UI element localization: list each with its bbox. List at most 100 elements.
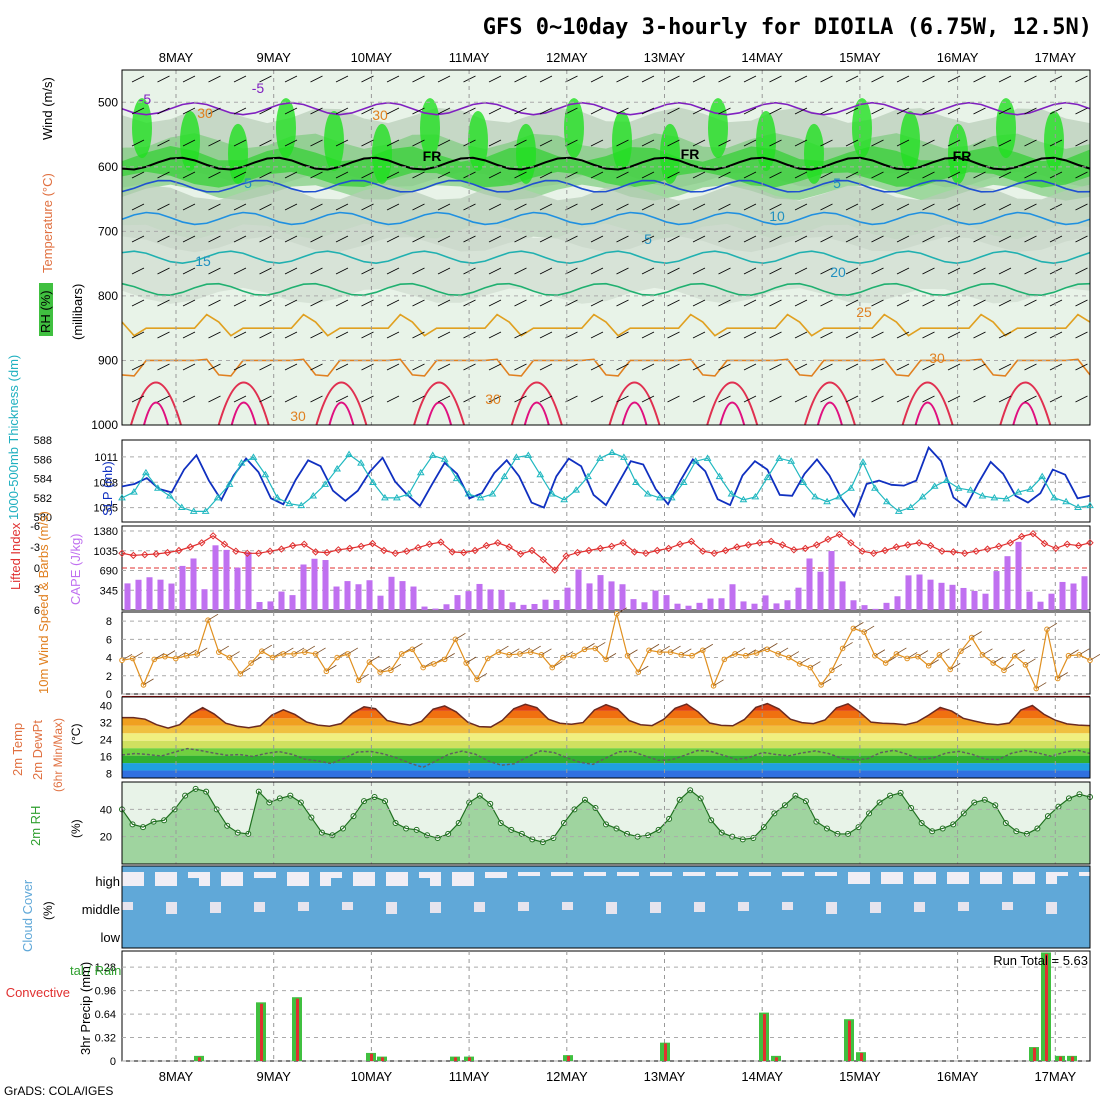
- ylabel-thickness: 1000-500mb Thickness (dm): [6, 355, 21, 520]
- wind-barb: [284, 107, 298, 115]
- wind-barb: [514, 267, 527, 275]
- wind-barb: [998, 363, 1012, 371]
- rh-blob: [756, 111, 776, 171]
- wind-barb: [437, 171, 451, 179]
- wind-barb: [1049, 75, 1063, 83]
- cape-bar: [399, 581, 406, 610]
- li-point: [368, 539, 377, 548]
- wind-barb: [310, 203, 323, 211]
- precip-conv-bar: [198, 1057, 201, 1061]
- wind-barb: [947, 203, 961, 211]
- rh-blob: [372, 123, 392, 184]
- date-tick-top: 10MAY: [351, 50, 393, 65]
- wind-barb: [488, 139, 502, 147]
- hot-arc: [413, 381, 466, 426]
- wind-barb: [947, 171, 961, 179]
- wind-barb: [1049, 107, 1063, 115]
- precip-tick: 0: [110, 1056, 116, 1068]
- wind-barb: [208, 299, 221, 307]
- wind-barb: [131, 203, 145, 211]
- wind-barb: [947, 299, 961, 307]
- wind-barb: [233, 171, 247, 179]
- wind-barb: [743, 75, 757, 83]
- wind-barb: [820, 203, 833, 211]
- wind-barb: [718, 363, 731, 371]
- isotherm--5: [121, 101, 1091, 116]
- wind-barb: [304, 645, 316, 653]
- cloud-high-bar: [518, 872, 529, 876]
- thickness-point: [177, 503, 186, 511]
- cloud-high-bar: [727, 872, 738, 876]
- cape-bar: [1004, 556, 1011, 610]
- cape-bar: [784, 600, 791, 610]
- wind-barb: [641, 331, 655, 339]
- wind-barb: [1075, 139, 1088, 147]
- wind-barb: [973, 395, 986, 403]
- wind-barb: [718, 75, 731, 83]
- precip-conv-bar: [468, 1057, 471, 1061]
- wind-barb: [182, 331, 196, 339]
- thickness-point: [942, 476, 951, 484]
- wind-barb: [788, 651, 800, 658]
- wind-barb: [182, 139, 196, 147]
- wind-barb: [310, 299, 323, 307]
- thickness-point: [333, 464, 341, 472]
- wind-barb: [565, 139, 578, 147]
- wind-barb: [659, 645, 670, 653]
- wind-barb: [973, 75, 986, 83]
- isotherm-label: 30: [929, 350, 945, 366]
- ylabel-dewpt: 2m DewPt: [30, 720, 45, 780]
- wind-tick: 6: [106, 634, 112, 646]
- cape-bar: [916, 574, 923, 610]
- cloud-high-bar: [881, 872, 892, 884]
- thickness-point: [643, 490, 652, 497]
- precip-conv-bar: [848, 1020, 851, 1061]
- wind-barb: [157, 171, 170, 179]
- wind-barb: [718, 139, 731, 147]
- wind-barb: [310, 331, 323, 339]
- hot-arc-inner: [230, 401, 257, 426]
- cloud-mid-bar: [1002, 902, 1013, 910]
- wind-barb: [488, 75, 502, 83]
- cape-bar: [234, 567, 241, 610]
- date-tick-top: 15MAY: [839, 50, 881, 65]
- rh-band: [122, 223, 1090, 304]
- wind-barb: [310, 363, 323, 371]
- chart-title: GFS 0~10day 3-hourly for DIOILA (6.75W, …: [483, 15, 1092, 40]
- wind-barb: [947, 363, 961, 371]
- wind-barb: [769, 299, 782, 307]
- thickness-point: [452, 474, 461, 482]
- thickness-point: [727, 490, 736, 497]
- wind-barb: [157, 75, 170, 83]
- wind-barb: [590, 139, 604, 147]
- cape-bar: [168, 583, 175, 610]
- wind-barb: [845, 171, 859, 179]
- wind-barb: [539, 171, 553, 179]
- wind-barb: [845, 203, 859, 211]
- date-tick-bottom: 16MAY: [937, 1069, 979, 1084]
- ylabel-wind10m: 10m Wind Speed & Barbs (m/s): [36, 511, 51, 694]
- wind-barb: [131, 267, 145, 275]
- wind-barb: [259, 75, 272, 83]
- wind-barb: [539, 331, 553, 339]
- li-point: [687, 537, 696, 546]
- wind-barb: [539, 299, 553, 307]
- date-tick-bottom: 17MAY: [1034, 1069, 1076, 1084]
- wind-barb: [157, 363, 170, 371]
- wind-barb: [514, 75, 527, 83]
- wind-barb: [131, 363, 145, 371]
- wind-barb: [692, 171, 706, 179]
- ylabel-conv: Convective: [6, 985, 70, 1000]
- cloud-mid-bar: [1046, 902, 1057, 914]
- wind-barb: [386, 235, 400, 243]
- ylabel-slp: SLP (mb): [100, 461, 115, 516]
- wind-barb: [310, 171, 323, 179]
- wind-barb: [412, 299, 425, 307]
- hot-arc: [217, 381, 270, 426]
- cloud-mid-bar: [650, 902, 661, 913]
- wind-barb: [182, 299, 196, 307]
- wind-tick: 2: [106, 671, 112, 683]
- wind-barb: [794, 203, 808, 211]
- cloud-high-bar: [199, 872, 210, 886]
- wind-barb: [641, 299, 655, 307]
